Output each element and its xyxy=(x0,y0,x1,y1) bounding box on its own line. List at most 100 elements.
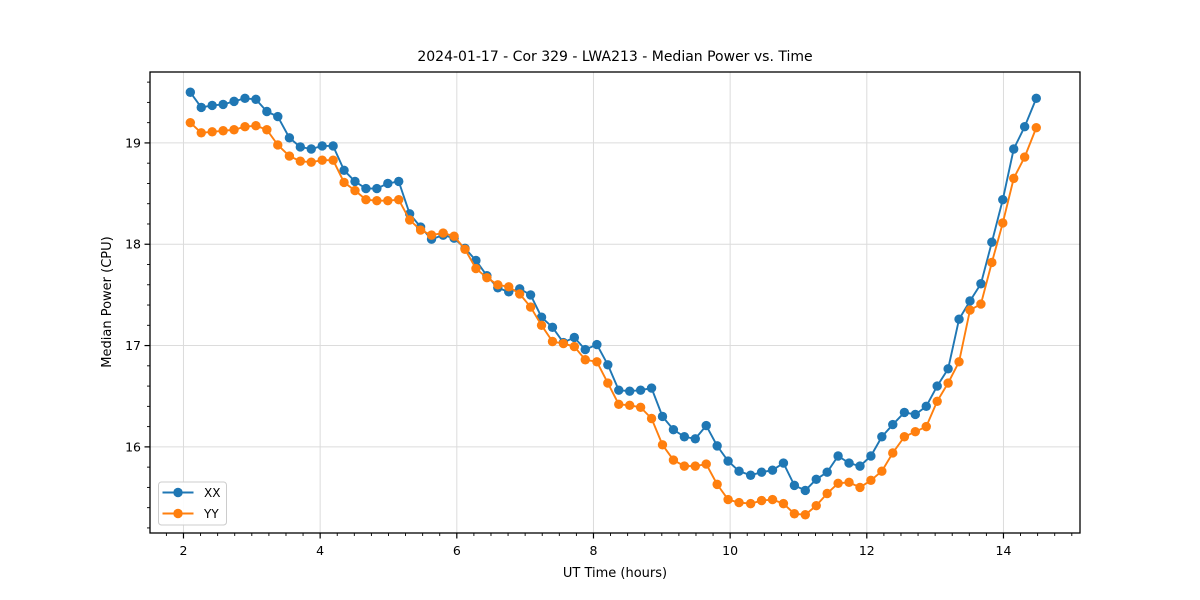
data-point-xx xyxy=(745,470,756,480)
data-point-yy xyxy=(1009,173,1019,184)
x-axis-label: UT Time (hours) xyxy=(563,566,667,581)
x-tick-label: 8 xyxy=(590,543,598,558)
data-point-xx xyxy=(888,419,898,430)
data-point-xx xyxy=(778,458,789,468)
data-point-yy xyxy=(350,185,360,196)
data-point-xx xyxy=(1009,144,1019,154)
data-point-yy xyxy=(778,498,789,509)
legend-label-xx: XX xyxy=(204,486,220,500)
x-tick-label: 10 xyxy=(722,543,738,558)
data-point-xx xyxy=(734,466,744,476)
data-point-yy xyxy=(1019,152,1030,162)
data-point-yy xyxy=(482,272,492,283)
data-point-xx xyxy=(844,458,854,468)
data-point-xx xyxy=(262,106,272,117)
data-point-yy xyxy=(295,156,306,166)
x-tick-label: 14 xyxy=(996,543,1012,558)
data-point-xx xyxy=(525,290,536,300)
data-point-xx xyxy=(701,420,711,431)
data-point-yy xyxy=(690,461,700,471)
data-point-yy xyxy=(603,378,613,388)
data-point-yy xyxy=(218,126,228,136)
data-point-yy xyxy=(339,177,349,188)
series-yy xyxy=(185,117,1041,520)
data-point-yy xyxy=(921,421,931,432)
data-point-yy xyxy=(624,400,635,411)
data-point-xx xyxy=(976,279,986,289)
data-point-yy xyxy=(317,155,327,165)
data-point-yy xyxy=(361,194,371,205)
data-point-xx xyxy=(350,176,360,187)
data-point-xx xyxy=(603,360,613,370)
y-tick-label: 16 xyxy=(125,439,141,454)
axis-tick-labels: 2 4 6 8 10 12 14 16 17 18 19 xyxy=(125,135,1011,558)
data-point-xx xyxy=(899,407,910,418)
data-point-yy xyxy=(789,509,800,519)
data-point-yy xyxy=(866,475,876,486)
data-point-yy xyxy=(932,396,942,406)
data-point-xx xyxy=(394,176,404,187)
data-point-xx xyxy=(547,322,558,333)
data-point-yy xyxy=(404,215,415,225)
data-point-xx xyxy=(910,409,921,420)
data-point-yy xyxy=(514,289,525,299)
legend-marker-yy xyxy=(173,508,183,519)
data-point-xx xyxy=(196,102,206,113)
data-point-yy xyxy=(712,479,722,490)
data-point-xx xyxy=(328,141,338,151)
data-point-xx xyxy=(185,87,196,97)
data-point-yy xyxy=(525,302,536,312)
data-point-xx xyxy=(372,183,382,194)
data-point-xx xyxy=(207,100,217,111)
data-point-xx xyxy=(855,461,865,471)
data-point-yy xyxy=(987,257,997,268)
data-point-yy xyxy=(547,336,558,347)
series-line-yy xyxy=(189,121,1038,516)
data-point-yy xyxy=(493,280,503,290)
data-point-xx xyxy=(635,385,646,395)
data-point-yy xyxy=(372,195,382,206)
data-point-xx xyxy=(273,111,283,122)
data-point-xx xyxy=(592,339,602,350)
data-point-yy xyxy=(426,230,437,240)
data-point-yy xyxy=(767,494,778,505)
data-point-xx xyxy=(240,93,250,104)
data-point-yy xyxy=(998,218,1008,228)
data-point-yy xyxy=(954,357,964,367)
data-point-yy xyxy=(833,478,843,489)
data-point-xx xyxy=(657,411,668,422)
data-point-xx xyxy=(965,296,975,306)
data-point-yy xyxy=(273,140,283,150)
legend-item-xx: XX xyxy=(162,486,220,500)
data-point-yy xyxy=(580,355,590,365)
data-point-yy xyxy=(449,231,459,241)
data-series xyxy=(185,87,1041,520)
data-point-xx xyxy=(866,451,876,461)
data-point-yy xyxy=(745,498,756,509)
data-point-yy xyxy=(899,432,910,442)
data-point-xx xyxy=(932,381,942,391)
data-point-xx xyxy=(811,474,821,484)
data-point-xx xyxy=(822,467,832,477)
legend-marker-xx xyxy=(173,487,183,498)
data-point-yy xyxy=(614,399,624,410)
data-point-yy xyxy=(701,459,711,469)
data-point-yy xyxy=(536,320,547,330)
data-point-xx xyxy=(580,344,590,355)
data-point-yy xyxy=(811,500,821,511)
data-point-yy xyxy=(240,122,250,132)
data-point-xx xyxy=(679,432,690,442)
data-point-yy xyxy=(965,305,975,315)
data-point-xx xyxy=(295,142,306,152)
data-point-xx xyxy=(218,99,228,110)
data-point-xx xyxy=(789,480,800,491)
data-point-yy xyxy=(284,151,295,161)
data-point-yy xyxy=(207,127,217,137)
data-point-yy xyxy=(328,155,338,165)
data-point-yy xyxy=(910,426,921,437)
data-point-xx xyxy=(833,451,843,461)
data-point-yy xyxy=(1031,123,1041,133)
data-point-yy xyxy=(558,338,569,349)
data-point-xx xyxy=(383,178,393,189)
